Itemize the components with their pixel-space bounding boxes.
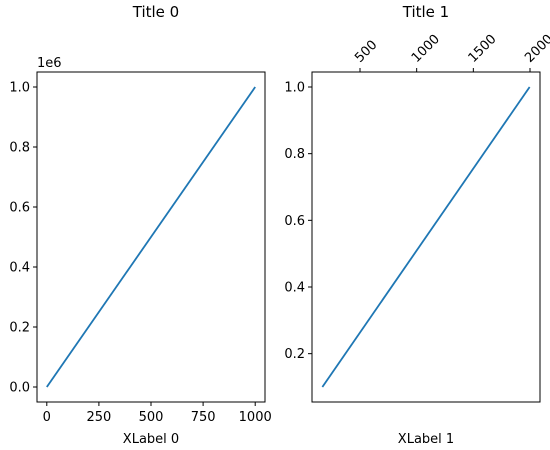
subplot-0-x-tick-label: 0 <box>43 410 51 425</box>
subplot-0: Title 0 1e6 0.0 0.2 0.4 0.6 0.8 1.0 0 250 500 750… <box>9 3 271 447</box>
subplot-1-top-tick-label: 1000 <box>409 32 443 66</box>
subplot-0-x-tick-label: 250 <box>86 410 111 425</box>
subplot-0-series-line <box>46 86 256 388</box>
subplot-0-x-tick-label: 500 <box>139 410 164 425</box>
subplot-1-plot-area: 0.2 0.4 0.6 0.8 1.0 500 1000 1500 2000 <box>284 32 550 388</box>
subplot-1-top-tick-label: 500 <box>352 38 380 66</box>
subplot-1-y-tick-label: 0.6 <box>284 214 305 229</box>
subplot-1-frame <box>311 71 541 403</box>
subplot-0-offset-text: 1e6 <box>37 56 62 71</box>
subplot-0-y-tick-label: 0.4 <box>9 261 30 276</box>
subplot-0-plot-area: 0.0 0.2 0.4 0.6 0.8 1.0 0 250 500 750 1000 <box>9 81 271 426</box>
subplot-0-y-tick-label: 1.0 <box>9 81 30 96</box>
subplot-1-title: Title 1 <box>402 3 449 21</box>
subplot-1-top-tick-label: 1500 <box>466 32 500 66</box>
subplot-0-y-tick-label: 0.2 <box>9 321 30 336</box>
subplot-1: Title 1 0.2 0.4 0.6 0.8 1.0 500 1000 1500 2000 X… <box>284 3 550 447</box>
subplot-1-y-tick-label: 0.2 <box>284 347 305 362</box>
subplot-0-y-tick-label: 0.8 <box>9 141 30 156</box>
subplot-0-frame <box>36 71 266 403</box>
subplot-1-y-tick-label: 0.4 <box>284 281 305 296</box>
subplot-1-top-tick-label: 2000 <box>522 32 550 66</box>
subplot-0-x-tick-label: 750 <box>191 410 216 425</box>
subplot-0-xlabel: XLabel 0 <box>123 432 179 447</box>
subplot-1-series-line <box>321 86 531 388</box>
subplot-1-xlabel: XLabel 1 <box>398 432 454 447</box>
subplot-0-title: Title 0 <box>132 3 179 21</box>
subplot-1-y-tick-label: 1.0 <box>284 81 305 96</box>
subplot-0-y-tick-label: 0.6 <box>9 201 30 216</box>
subplot-0-x-tick-label: 1000 <box>239 410 272 425</box>
subplot-1-y-tick-label: 0.8 <box>284 147 305 162</box>
subplot-0-y-tick-label: 0.0 <box>9 381 30 396</box>
